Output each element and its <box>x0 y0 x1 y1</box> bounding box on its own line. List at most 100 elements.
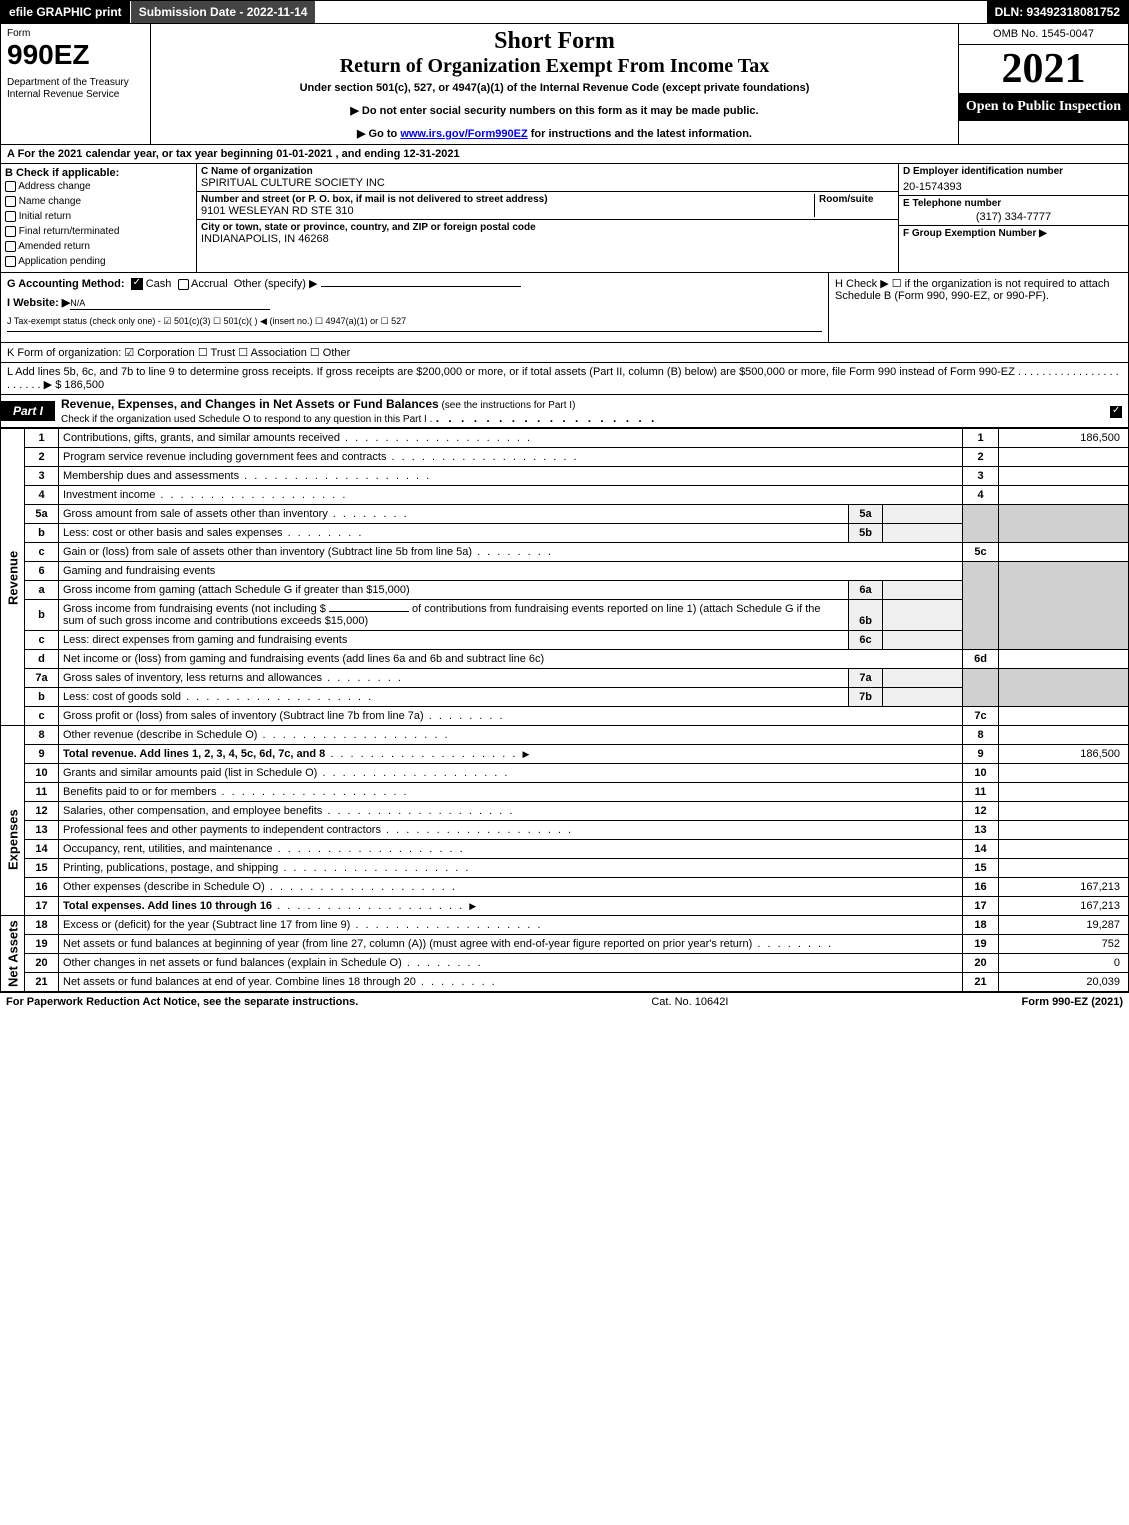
l8-val <box>999 726 1129 745</box>
ln2: 2 <box>25 448 59 467</box>
revenue-side-label: Revenue <box>1 429 25 726</box>
ln15: 15 <box>25 859 59 878</box>
cb-amended-return[interactable]: Amended return <box>5 239 192 254</box>
department-label: Department of the Treasury Internal Reve… <box>7 77 144 101</box>
org-city-row: City or town, state or province, country… <box>197 220 898 247</box>
footer: For Paperwork Reduction Act Notice, see … <box>0 992 1129 1011</box>
ln7a: 7a <box>25 669 59 688</box>
ln4: 4 <box>25 486 59 505</box>
l18-val: 19,287 <box>999 916 1129 935</box>
cb-initial-return[interactable]: Initial return <box>5 209 192 224</box>
g-accrual: Accrual <box>191 278 228 290</box>
goto-post: for instructions and the latest informat… <box>528 128 752 140</box>
ln10: 10 <box>25 764 59 783</box>
top-bar: efile GRAPHIC print Submission Date - 20… <box>0 0 1129 24</box>
ln20: 20 <box>25 954 59 973</box>
tel-value: (317) 334-7777 <box>903 211 1124 223</box>
l4-num: 4 <box>963 486 999 505</box>
l7b-box: 7b <box>849 688 883 707</box>
ln11: 11 <box>25 783 59 802</box>
efile-print-button[interactable]: efile GRAPHIC print <box>1 1 131 23</box>
i-label: I Website: ▶ <box>7 297 70 309</box>
irs-link[interactable]: www.irs.gov/Form990EZ <box>400 128 527 140</box>
l8-num: 8 <box>963 726 999 745</box>
goto-pre: ▶ Go to <box>357 128 400 140</box>
l9-val: 186,500 <box>999 745 1129 764</box>
l7c-val <box>999 707 1129 726</box>
header-title-block: Short Form Return of Organization Exempt… <box>151 24 958 144</box>
l7c-desc: Gross profit or (loss) from sales of inv… <box>59 707 963 726</box>
l6-shadev <box>999 562 1129 650</box>
org-name-label: C Name of organization <box>201 166 894 177</box>
l3-desc: Membership dues and assessments <box>59 467 963 486</box>
cb-name-change[interactable]: Name change <box>5 194 192 209</box>
l17-val: 167,213 <box>999 897 1129 916</box>
l6c-boxv <box>883 631 963 650</box>
l16-desc: Other expenses (describe in Schedule O) <box>59 878 963 897</box>
omb-number: OMB No. 1545-0047 <box>959 24 1128 45</box>
ln6: 6 <box>25 562 59 581</box>
l5a-desc: Gross amount from sale of assets other t… <box>59 505 849 524</box>
part-i-checkbox[interactable] <box>1110 404 1128 418</box>
submission-date-button[interactable]: Submission Date - 2022-11-14 <box>131 1 317 23</box>
header-left: Form 990EZ Department of the Treasury In… <box>1 24 151 144</box>
l5c-num: 5c <box>963 543 999 562</box>
l14-num: 14 <box>963 840 999 859</box>
l7ab-shadev <box>999 669 1129 707</box>
l3-val <box>999 467 1129 486</box>
city-label: City or town, state or province, country… <box>201 222 894 233</box>
l4-val <box>999 486 1129 505</box>
goto-link-line: ▶ Go to www.irs.gov/Form990EZ for instru… <box>157 127 952 140</box>
line-i: I Website: ▶N/A <box>7 296 822 310</box>
ln3: 3 <box>25 467 59 486</box>
l13-desc: Professional fees and other payments to … <box>59 821 963 840</box>
l14-val <box>999 840 1129 859</box>
group-exemption-row: F Group Exemption Number ▶ <box>899 226 1128 272</box>
l5b-desc: Less: cost or other basis and sales expe… <box>59 524 849 543</box>
l15-num: 15 <box>963 859 999 878</box>
l7b-desc: Less: cost of goods sold <box>59 688 849 707</box>
ln21: 21 <box>25 973 59 992</box>
l7a-boxv <box>883 669 963 688</box>
ln17: 17 <box>25 897 59 916</box>
l21-desc: Net assets or fund balances at end of ye… <box>59 973 963 992</box>
part-i-title: Revenue, Expenses, and Changes in Net As… <box>55 395 1110 427</box>
tax-year: 2021 <box>959 45 1128 93</box>
ln6c: c <box>25 631 59 650</box>
g-cash: Cash <box>146 278 172 290</box>
l5a-box: 5a <box>849 505 883 524</box>
ein-label: D Employer identification number <box>903 166 1124 177</box>
row-a-calendar-year: A For the 2021 calendar year, or tax yea… <box>0 145 1129 164</box>
l18-num: 18 <box>963 916 999 935</box>
l6a-box: 6a <box>849 581 883 600</box>
l14-desc: Occupancy, rent, utilities, and maintena… <box>59 840 963 859</box>
ln13: 13 <box>25 821 59 840</box>
cb-final-return[interactable]: Final return/terminated <box>5 224 192 239</box>
row-l: L Add lines 5b, 6c, and 7b to line 9 to … <box>0 363 1129 395</box>
cb-address-change[interactable]: Address change <box>5 179 192 194</box>
l6b-desc: Gross income from fundraising events (no… <box>59 600 849 631</box>
l6d-desc: Net income or (loss) from gaming and fun… <box>59 650 963 669</box>
g-label: G Accounting Method: <box>7 278 125 290</box>
l6d-num: 6d <box>963 650 999 669</box>
ln6b: b <box>25 600 59 631</box>
website-value: N/A <box>70 297 270 310</box>
l10-val <box>999 764 1129 783</box>
ln12: 12 <box>25 802 59 821</box>
ln7c: c <box>25 707 59 726</box>
ssn-warning: ▶ Do not enter social security numbers o… <box>157 104 952 117</box>
open-to-public: Open to Public Inspection <box>959 93 1128 121</box>
l6a-boxv <box>883 581 963 600</box>
ghi-left: G Accounting Method: Cash Accrual Other … <box>1 273 828 342</box>
l10-desc: Grants and similar amounts paid (list in… <box>59 764 963 783</box>
ln5a: 5a <box>25 505 59 524</box>
l-text: L Add lines 5b, 6c, and 7b to line 9 to … <box>7 366 1119 391</box>
ein-row: D Employer identification number 20-1574… <box>899 164 1128 196</box>
dln-label: DLN: 93492318081752 <box>987 1 1128 23</box>
ln8: 8 <box>25 726 59 745</box>
cb-application-pending[interactable]: Application pending <box>5 254 192 269</box>
l6-shade <box>963 562 999 650</box>
l5b-box: 5b <box>849 524 883 543</box>
ln6d: d <box>25 650 59 669</box>
org-name-row: C Name of organization SPIRITUAL CULTURE… <box>197 164 898 192</box>
